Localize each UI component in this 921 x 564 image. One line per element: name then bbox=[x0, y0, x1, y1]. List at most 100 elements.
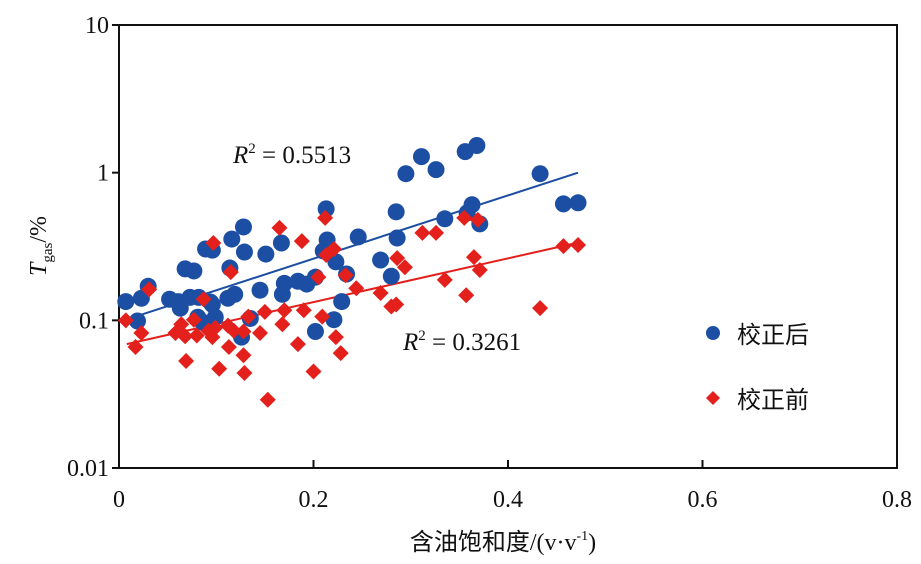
data-point-after bbox=[387, 203, 405, 221]
y-tick-label: 1 bbox=[97, 161, 109, 187]
data-point-before bbox=[236, 364, 253, 381]
data-point-after bbox=[171, 299, 189, 317]
data-point-before bbox=[276, 302, 293, 319]
x-axis-title-close: ) bbox=[588, 530, 596, 556]
data-point-before bbox=[327, 329, 344, 346]
x-axis: 0 0.2 0.4 0.6 0.8 bbox=[113, 460, 912, 513]
data-point-before bbox=[256, 303, 273, 320]
data-point-after bbox=[117, 293, 135, 311]
data-point-after bbox=[349, 228, 367, 246]
data-point-after bbox=[272, 234, 290, 252]
data-point-before bbox=[205, 234, 222, 251]
data-point-after bbox=[257, 245, 275, 263]
data-point-before bbox=[195, 291, 212, 308]
data-point-before bbox=[337, 267, 354, 284]
y-axis-title: Tgas/% bbox=[26, 216, 56, 276]
y-axis-title-main: T bbox=[26, 261, 52, 276]
data-point-before bbox=[471, 262, 488, 279]
data-point-after bbox=[427, 161, 445, 179]
r2-after-sup: 2 bbox=[248, 141, 256, 157]
data-point-after bbox=[531, 165, 549, 183]
r2-annotation-before: R2 = 0.3261 bbox=[402, 328, 521, 356]
data-point-before bbox=[388, 296, 405, 313]
data-point-after bbox=[128, 312, 146, 330]
data-point-after bbox=[327, 253, 345, 271]
data-point-before bbox=[133, 325, 150, 342]
data-point-before bbox=[348, 280, 365, 297]
data-point-after bbox=[273, 285, 291, 303]
data-point-before bbox=[259, 391, 276, 408]
data-point-before bbox=[305, 363, 322, 380]
x-axis-title-main: 含油饱和度/(v·v bbox=[410, 529, 577, 556]
data-point-before bbox=[222, 264, 239, 281]
x-axis-title: 含油饱和度/(v·v-1) bbox=[410, 529, 596, 556]
data-point-before bbox=[317, 209, 334, 226]
data-point-after bbox=[436, 210, 454, 228]
data-point-after bbox=[185, 262, 203, 280]
data-point-before bbox=[465, 249, 482, 266]
legend: 校正后 校正前 bbox=[706, 321, 809, 414]
data-point-before bbox=[293, 233, 310, 250]
data-point-before bbox=[178, 353, 195, 370]
y-axis-title-sub: gas bbox=[40, 242, 56, 262]
data-point-after bbox=[306, 323, 324, 341]
data-point-before bbox=[532, 300, 549, 317]
data-point-before bbox=[396, 259, 413, 276]
data-point-after bbox=[412, 148, 430, 166]
data-point-before bbox=[127, 338, 144, 355]
data-point-before bbox=[207, 319, 224, 336]
data-point-before bbox=[555, 238, 572, 255]
data-point-before bbox=[177, 328, 194, 345]
y-tick-label: 0.1 bbox=[79, 308, 109, 334]
data-point-before bbox=[225, 322, 242, 339]
data-point-before bbox=[389, 250, 406, 267]
y-axis: 0.01 0.1 1 10 bbox=[67, 13, 119, 482]
data-point-before bbox=[173, 316, 190, 333]
data-point-after bbox=[388, 229, 406, 247]
data-point-before bbox=[458, 287, 475, 304]
legend-label-before: 校正前 bbox=[737, 386, 809, 414]
data-point-after bbox=[569, 194, 587, 212]
x-tick-label: 0 bbox=[113, 487, 125, 513]
data-point-after bbox=[333, 293, 351, 311]
data-point-after bbox=[554, 195, 572, 213]
data-point-before bbox=[456, 209, 473, 226]
data-point-before bbox=[220, 338, 237, 355]
legend-marker-circle bbox=[706, 326, 720, 340]
legend-marker-diamond bbox=[706, 391, 720, 405]
r2-before-value: = 0.3261 bbox=[426, 329, 521, 356]
data-point-before bbox=[274, 316, 291, 333]
data-point-after bbox=[325, 311, 343, 329]
data-point-before bbox=[141, 281, 158, 298]
data-point-before bbox=[310, 269, 327, 286]
data-point-before bbox=[271, 219, 288, 236]
data-point-before bbox=[289, 336, 306, 353]
x-tick-label: 0.8 bbox=[882, 487, 912, 513]
r2-after-R: R bbox=[232, 142, 248, 169]
data-point-before bbox=[235, 323, 252, 340]
x-tick-label: 0.2 bbox=[299, 487, 329, 513]
r2-after-value: = 0.5513 bbox=[256, 142, 351, 169]
data-point-before bbox=[428, 224, 445, 241]
data-point-before bbox=[235, 347, 252, 364]
x-axis-title-sup: -1 bbox=[576, 529, 588, 544]
series-after-points bbox=[117, 137, 587, 346]
data-point-before bbox=[252, 325, 269, 342]
data-point-before bbox=[469, 211, 486, 228]
data-point-before bbox=[295, 302, 312, 319]
y-axis-title-unit: /% bbox=[26, 216, 52, 243]
y-tick-label: 10 bbox=[85, 13, 109, 39]
data-point-after bbox=[219, 289, 237, 307]
data-point-after bbox=[234, 218, 252, 236]
data-point-before bbox=[117, 312, 134, 329]
data-point-before bbox=[240, 308, 257, 325]
y-tick-label: 0.01 bbox=[67, 456, 109, 482]
data-point-before bbox=[185, 311, 202, 328]
data-point-before bbox=[325, 241, 342, 258]
x-tick-label: 0.6 bbox=[688, 487, 718, 513]
data-point-after bbox=[251, 281, 269, 299]
data-point-before bbox=[332, 345, 349, 362]
r2-before-R: R bbox=[402, 329, 418, 356]
data-point-after bbox=[317, 200, 335, 218]
